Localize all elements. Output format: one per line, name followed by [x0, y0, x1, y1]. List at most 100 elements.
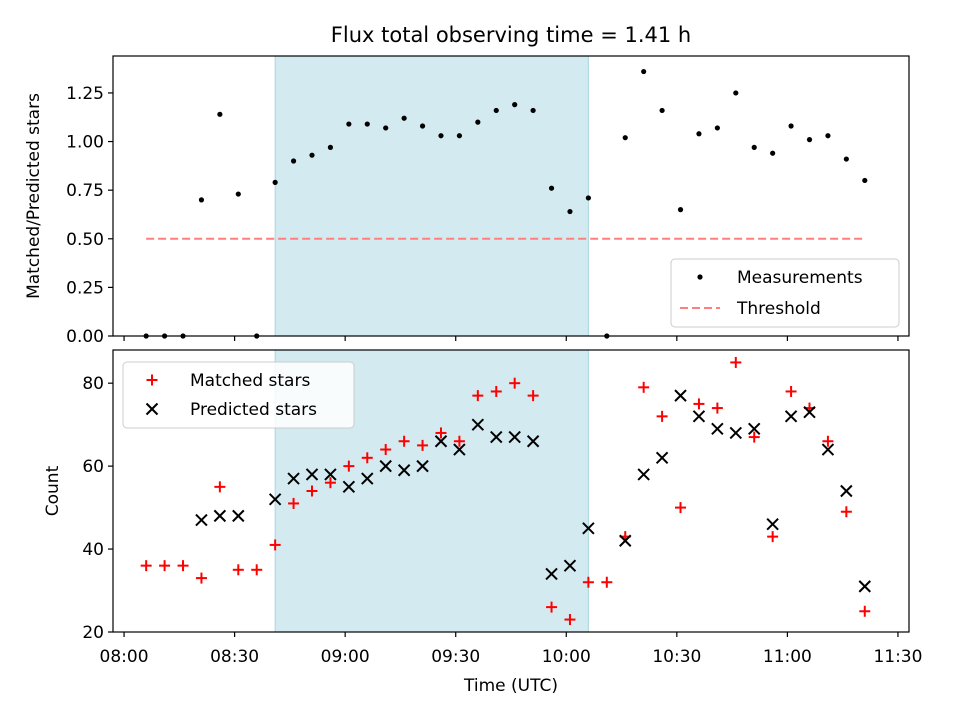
bottom-legend-box — [122, 361, 355, 429]
matched-star-point — [361, 452, 373, 464]
y-tick-label: 0.75 — [66, 181, 104, 201]
observing-interval-shade-top — [274, 55, 589, 337]
predicted-star-point — [619, 534, 632, 547]
matched-star-point — [730, 356, 742, 368]
predicted-star-point — [582, 522, 595, 535]
legend-measurements-label: Measurements — [737, 268, 863, 288]
chart-title: Flux total observing time = 1.41 h — [331, 23, 691, 47]
top-panel-x-ticks — [123, 336, 899, 341]
measurement-point — [825, 133, 831, 139]
matched-star-point — [177, 560, 189, 572]
measurement-point — [659, 107, 665, 114]
x-tick-label: 08:30 — [210, 647, 259, 667]
x-tick-label: 11:30 — [873, 647, 922, 667]
predicted-star-point — [840, 484, 853, 498]
measurement-point — [327, 144, 334, 150]
predicted-star-point — [305, 468, 319, 481]
measurement-point — [493, 107, 499, 114]
matched-star-point — [638, 381, 650, 393]
matched-star-point — [785, 385, 797, 397]
top-panel-marks — [143, 68, 868, 339]
legend-measurements-marker — [697, 274, 703, 280]
y-tick-label: 80 — [82, 374, 104, 394]
predicted-star-point — [545, 567, 558, 581]
predicted-star-point — [471, 418, 485, 431]
top-panel-y-label: Matched/Predicted stars — [24, 93, 44, 299]
matched-star-point — [195, 572, 207, 584]
measurement-point — [567, 208, 573, 215]
x-tick-label: 09:30 — [431, 647, 480, 667]
predicted-star-point — [858, 580, 871, 593]
matched-star-point — [675, 502, 687, 514]
matched-star-point — [435, 427, 447, 439]
matched-star-point — [214, 481, 226, 493]
measurement-point — [770, 150, 776, 156]
predicted-star-point — [232, 509, 245, 523]
y-tick-label: 20 — [82, 623, 104, 643]
measurement-point — [401, 115, 407, 121]
predicted-star-point — [766, 517, 779, 531]
matched-star-point — [859, 605, 871, 617]
matched-star-point — [711, 402, 723, 414]
top-panel-measurements: 0.00 0.25 0.50 0.75 1.00 1.25 Matched/Predict… — [24, 55, 910, 347]
x-tick-label: 10:00 — [542, 647, 591, 667]
matched-star-point — [564, 614, 576, 626]
x-tick-label: 08:00 — [100, 647, 149, 667]
matched-star-point — [490, 385, 502, 397]
predicted-star-point — [213, 509, 227, 523]
measurement-point — [272, 179, 278, 185]
top-panel-legend: Measurements Threshold — [670, 258, 900, 328]
legend-matched-marker — [146, 374, 158, 386]
matched-star-point — [748, 431, 760, 443]
predicted-star-point — [508, 430, 521, 444]
measurement-point — [733, 90, 739, 96]
predicted-star-point — [784, 410, 798, 423]
measurement-point — [622, 135, 628, 141]
predicted-star-point — [379, 459, 392, 473]
matched-star-point — [840, 506, 852, 518]
predicted-star-point — [729, 426, 743, 440]
measurement-point — [438, 133, 444, 139]
matched-star-point — [140, 560, 152, 572]
measurement-point — [677, 207, 684, 213]
measurement-point — [383, 125, 389, 131]
measurement-point — [512, 102, 518, 108]
bottom-panel-legend: Matched stars Predicted stars — [122, 361, 355, 429]
predicted-star-point — [692, 410, 706, 423]
predicted-star-point — [434, 435, 448, 448]
legend-matched-label: Matched stars — [190, 371, 310, 391]
measurement-point — [548, 185, 555, 191]
legend-predicted-marker — [145, 402, 159, 416]
matched-star-point — [159, 560, 171, 572]
predicted-star-point — [268, 493, 282, 506]
measurement-point — [475, 119, 481, 125]
y-tick-label: 0.00 — [66, 327, 104, 347]
matched-star-point — [767, 531, 779, 543]
bottom-panel-x-ticks: 08:00 08:30 09:00 09:30 10:00 10:30 11:00 11:30 — [100, 632, 922, 667]
predicted-star-point — [637, 468, 650, 481]
matched-star-point — [288, 497, 300, 509]
matched-star-point — [306, 485, 318, 497]
measurement-point — [843, 156, 849, 162]
matched-star-point — [232, 564, 244, 576]
measurement-point — [364, 121, 370, 127]
predicted-star-point — [526, 435, 540, 448]
bottom-panel-marks — [140, 356, 871, 626]
predicted-star-point — [287, 472, 300, 485]
legend-plus-glyph — [146, 374, 158, 386]
predicted-star-point — [803, 405, 816, 419]
y-tick-label: 1.25 — [66, 84, 104, 104]
x-tick-label: 09:00 — [321, 647, 370, 667]
predicted-star-point — [397, 464, 411, 477]
measurement-point — [235, 191, 241, 197]
matched-star-point — [527, 390, 539, 402]
matched-star-point — [822, 435, 834, 447]
bottom-panel-y-label: Count — [43, 465, 63, 516]
predicted-star-point — [711, 422, 724, 436]
predicted-star-point — [361, 472, 374, 485]
matched-star-point — [269, 539, 281, 551]
y-tick-label: 0.50 — [66, 230, 104, 250]
top-panel-frame — [112, 55, 910, 337]
matched-star-point — [582, 576, 594, 588]
measurement-point — [696, 131, 702, 137]
